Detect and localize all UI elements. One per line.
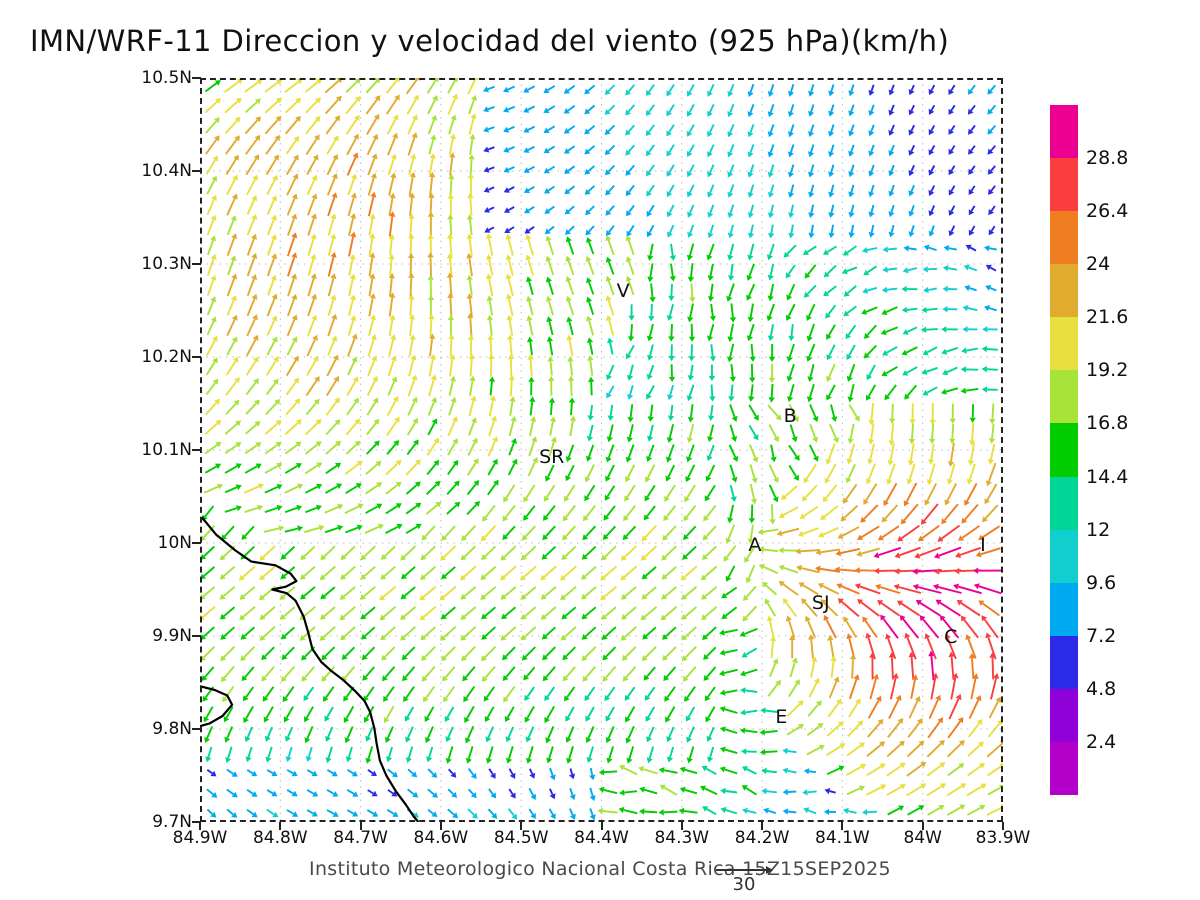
colorbar-tick-label: 28.8 — [1086, 147, 1129, 170]
colorbar-band[interactable] — [1050, 370, 1078, 424]
x-axis-tick-label: 84.2W — [734, 828, 790, 848]
colorbar-band[interactable] — [1050, 211, 1078, 265]
y-axis-tick-label: 10N — [157, 533, 192, 553]
colorbar-band[interactable] — [1050, 317, 1078, 371]
y-axis-tick-mark — [192, 263, 201, 265]
x-axis-tick-mark — [761, 822, 764, 830]
y-axis-tick-label: 10.3N — [141, 254, 192, 274]
city-label-i: I — [980, 533, 986, 556]
colorbar-band[interactable] — [1050, 158, 1078, 212]
colorbar-tick-label: 19.2 — [1086, 359, 1129, 382]
y-axis-tick-label: 9.7N — [152, 812, 192, 832]
page-title: IMN/WRF-11 Direccion y velocidad del vie… — [30, 24, 950, 58]
x-axis-tick-mark — [279, 822, 282, 830]
y-axis-tick-mark — [192, 356, 201, 358]
y-axis-tick-mark — [192, 635, 201, 637]
reference-vector-icon — [716, 866, 773, 874]
colorbar[interactable] — [1050, 105, 1078, 796]
x-axis-tick-mark — [680, 822, 683, 830]
x-axis-tick-label: 84.9W — [172, 828, 228, 848]
y-axis-tick-label: 9.8N — [152, 719, 192, 739]
y-axis-tick-mark — [192, 170, 201, 172]
colorbar-tick-label: 7.2 — [1086, 624, 1117, 647]
y-axis-tick-label: 10.4N — [141, 161, 192, 181]
city-label-a: A — [748, 533, 762, 556]
x-axis-tick-label: 84.1W — [815, 828, 870, 848]
city-label-e: E — [775, 705, 788, 728]
x-axis-tick-mark — [921, 822, 924, 830]
x-axis-tick-mark — [199, 822, 201, 830]
y-axis-tick-mark — [192, 449, 201, 451]
colorbar-tick-label: 9.6 — [1086, 571, 1117, 594]
x-axis-tick-label: 84.8W — [252, 828, 308, 848]
x-axis-tick-mark — [841, 822, 844, 830]
y-axis-tick-label: 9.9N — [152, 626, 192, 646]
y-axis-tick-mark — [192, 542, 201, 544]
colorbar-band[interactable] — [1050, 264, 1078, 318]
y-axis-tick-label: 10.2N — [141, 347, 192, 367]
colorbar-tick-label: 16.8 — [1086, 412, 1129, 435]
coastline — [200, 516, 420, 822]
reference-vector-label: 30 — [732, 874, 756, 895]
x-axis-tick-label: 84.5W — [493, 828, 549, 848]
y-axis-tick-label: 10.1N — [141, 440, 192, 460]
x-axis-tick-label: 84.6W — [413, 828, 469, 848]
x-axis-tick-mark — [520, 822, 523, 830]
city-label-c: C — [944, 625, 958, 648]
colorbar-band[interactable] — [1050, 582, 1078, 637]
x-axis-tick-mark — [1002, 822, 1004, 830]
colorbar-band[interactable] — [1050, 423, 1078, 478]
wind-vector-field — [200, 78, 1003, 821]
x-axis-tick-label: 84.3W — [654, 828, 710, 848]
colorbar-tick-label: 24 — [1086, 253, 1111, 276]
colorbar-tick-label: 26.4 — [1086, 200, 1129, 223]
x-axis-tick-mark — [359, 822, 362, 830]
x-axis-tick-mark — [600, 822, 603, 830]
y-axis-tick-mark — [192, 821, 201, 823]
colorbar-band[interactable] — [1050, 476, 1078, 531]
city-label-sr: SR — [539, 445, 565, 468]
plot-area[interactable] — [200, 78, 1003, 822]
y-axis-tick-mark — [192, 728, 201, 730]
colorbar-band[interactable] — [1050, 105, 1078, 159]
colorbar-tick-label: 21.6 — [1086, 306, 1129, 329]
y-axis-tick-label: 10.5N — [141, 68, 192, 88]
city-label-v: V — [616, 279, 630, 302]
colorbar-band[interactable] — [1050, 688, 1078, 743]
x-axis-tick-label: 84.4W — [574, 828, 629, 848]
x-axis-tick-label: 83.9W — [975, 828, 1031, 848]
city-label-sj: SJ — [811, 592, 830, 615]
colorbar-tick-label: 2.4 — [1086, 730, 1117, 753]
colorbar-band[interactable] — [1050, 529, 1078, 584]
footer-credit: Instituto Meteorologico Nacional Costa R… — [309, 858, 891, 880]
grid-lines — [200, 78, 1003, 822]
colorbar-band[interactable] — [1050, 635, 1078, 690]
colorbar-tick-label: 12 — [1086, 518, 1111, 541]
x-axis-tick-mark — [439, 822, 442, 830]
x-axis-tick-label: 84.7W — [333, 828, 388, 848]
colorbar-tick-label: 14.4 — [1086, 465, 1129, 488]
city-label-b: B — [783, 404, 797, 427]
x-axis-tick-label: 84W — [903, 828, 942, 848]
colorbar-band[interactable] — [1050, 741, 1078, 796]
y-axis-tick-mark — [192, 77, 201, 79]
colorbar-tick-label: 4.8 — [1086, 677, 1117, 700]
